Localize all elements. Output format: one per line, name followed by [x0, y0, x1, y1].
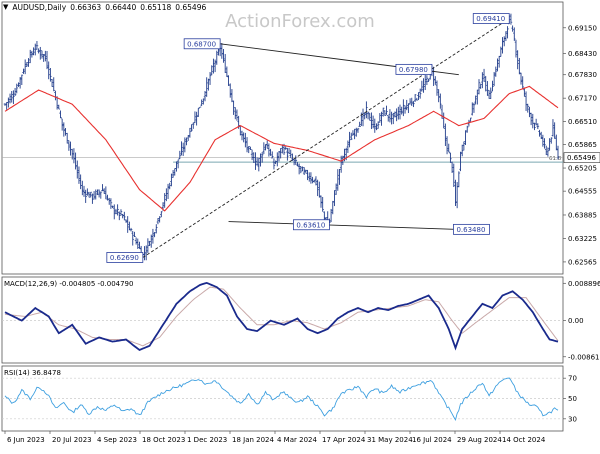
- rsi-ytick-label: 30: [568, 415, 577, 423]
- x-tick-label: 31 May 2024: [367, 436, 413, 444]
- rsi-ytick-label: 50: [568, 395, 577, 403]
- ohlc-bars: [3, 13, 560, 261]
- price-ytick-label: 0.63225: [568, 235, 597, 243]
- value-label-box: [472, 13, 510, 24]
- close-value: 0.65496: [175, 2, 207, 12]
- x-tick-label: 18 Oct 2023: [142, 436, 185, 444]
- price-ytick-label: 0.65865: [568, 141, 597, 149]
- fib-level-label: 61.8: [549, 156, 562, 162]
- macd-signal-line: [4, 286, 559, 347]
- price-ytick-label: 0.63885: [568, 211, 597, 219]
- macd-ytick-label: 0.00: [568, 317, 584, 325]
- price-ytick-label: 0.69150: [568, 24, 597, 32]
- value-label-box: [293, 219, 330, 231]
- x-tick-label: 16 Jul 2024: [412, 436, 452, 444]
- x-tick-label: 4 Mar 2024: [277, 436, 317, 444]
- x-tick-label: 29 Aug 2024: [457, 436, 502, 444]
- x-tick-label: 20 Jul 2023: [52, 436, 92, 444]
- high-value: 0.66440: [105, 2, 137, 12]
- x-tick-label: 4 Sep 2023: [97, 436, 137, 444]
- rsi-ytick-label: 70: [568, 375, 577, 383]
- price-ytick-label: 0.67170: [568, 95, 597, 103]
- value-label: 0.69410: [476, 15, 505, 23]
- value-label-box: [183, 38, 221, 50]
- trendline-dashed: [142, 18, 510, 258]
- x-tick-label: 6 Jun 2023: [7, 436, 45, 444]
- rsi-line: [4, 377, 559, 421]
- price-ytick-label: 0.62565: [568, 258, 597, 266]
- trendline-solid: [228, 221, 488, 231]
- value-label: 0.63610: [296, 221, 325, 229]
- rsi-title: RSI(14) 36.8478: [4, 369, 61, 377]
- symbol-label: AUDUSD,Daily: [12, 2, 67, 12]
- current-price-box: [563, 152, 600, 163]
- price-ytick-label: 0.65205: [568, 165, 597, 173]
- x-tick-label: 17 Apr 2024: [322, 436, 366, 444]
- macd-ytick-label: 0.008896: [568, 280, 600, 288]
- price-ytick-label: 0.66510: [568, 118, 597, 126]
- value-label-box: [395, 63, 433, 75]
- price-panel-frame: [1, 1, 564, 275]
- price-ytick-label: 0.64555: [568, 188, 597, 196]
- value-label-box: [453, 223, 490, 235]
- x-tick-label: 1 Dec 2023: [187, 436, 227, 444]
- macd-ytick-label: -0.008612: [568, 353, 600, 361]
- value-label-box: [106, 252, 144, 263]
- value-label: 0.63480: [456, 226, 485, 234]
- macd-line: [4, 281, 559, 352]
- current-price-label: 0.65496: [567, 154, 596, 162]
- value-label: 0.68700: [187, 40, 216, 48]
- macd-title: MACD(12,26,9) -0.004805 -0.004790: [4, 280, 133, 288]
- x-tick-label: 18 Jan 2024: [232, 436, 275, 444]
- moving-average-line: [4, 85, 559, 212]
- value-label: 0.67980: [399, 66, 428, 74]
- low-value: 0.65118: [140, 2, 172, 12]
- symbol-triangle-icon: ▼: [3, 3, 9, 11]
- watermark: ActionForex.com: [225, 11, 375, 32]
- value-label: 0.62690: [110, 254, 139, 262]
- price-ytick-label: 0.67830: [568, 71, 597, 79]
- price-ytick-label: 0.68430: [568, 50, 597, 58]
- chart-header: ▼ AUDUSD,Daily 0.66363 0.66440 0.65118 0…: [3, 0, 210, 14]
- x-tick-label: 14 Oct 2024: [502, 436, 546, 444]
- open-value: 0.66363: [70, 2, 102, 12]
- macd-panel-frame: [1, 276, 564, 364]
